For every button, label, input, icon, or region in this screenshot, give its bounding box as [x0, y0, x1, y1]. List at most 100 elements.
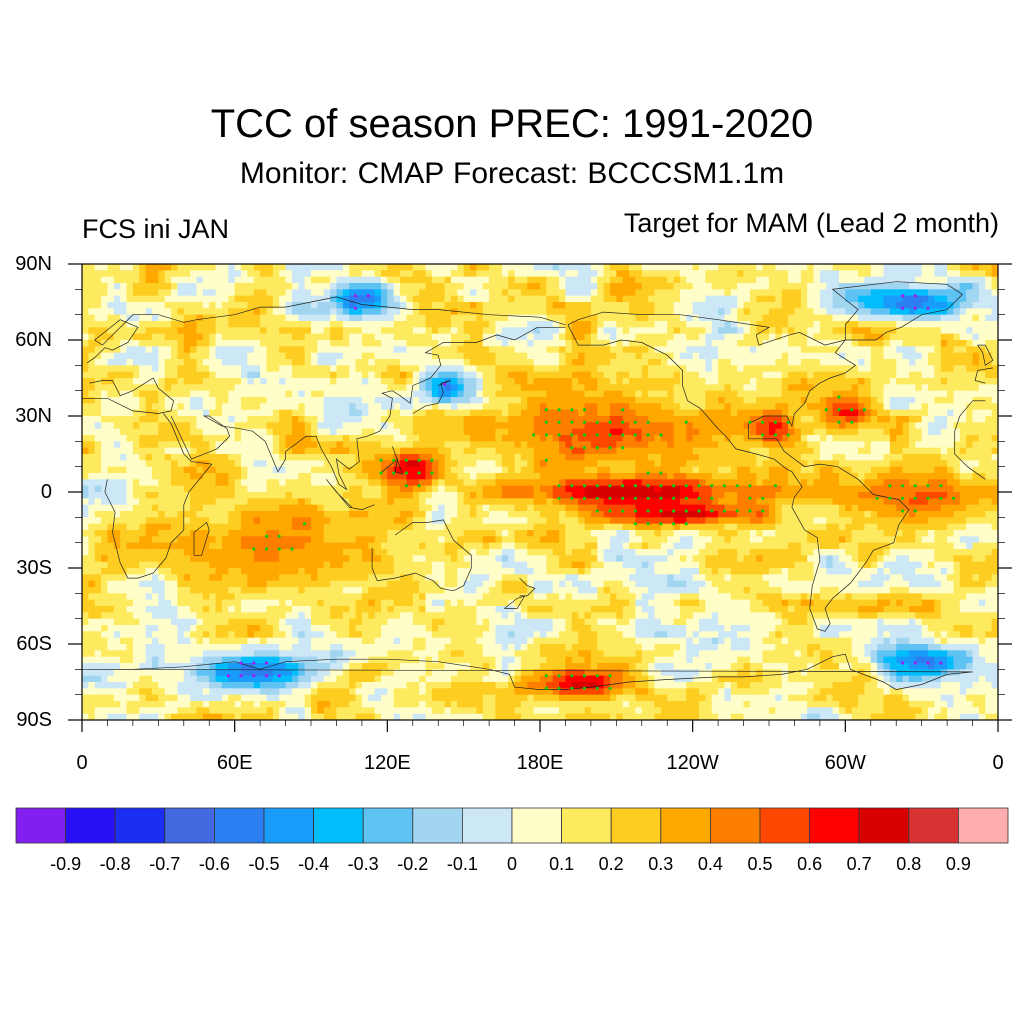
- field-cell: [412, 428, 420, 436]
- field-cell: [641, 295, 649, 303]
- field-cell: [400, 479, 407, 487]
- field-cell: [482, 479, 490, 487]
- field-cell: [489, 314, 496, 322]
- field-cell: [597, 409, 605, 417]
- field-cell: [393, 409, 401, 417]
- field-cell: [660, 441, 668, 449]
- field-cell: [571, 454, 579, 461]
- field-cell: [749, 473, 757, 480]
- field-cell: [565, 454, 573, 461]
- field-cell: [622, 378, 630, 385]
- field-cell: [622, 460, 630, 468]
- field-cell: [215, 314, 223, 322]
- field-cell: [221, 333, 229, 341]
- field-cell: [845, 371, 853, 379]
- field-cell: [241, 435, 248, 442]
- field-cell: [158, 264, 166, 271]
- field-cell: [234, 321, 242, 328]
- field-cell: [743, 428, 751, 436]
- field-cell: [126, 289, 134, 297]
- field-cell: [470, 390, 477, 398]
- field-cell: [438, 346, 445, 354]
- field-cell: [113, 384, 121, 392]
- field-cell: [482, 352, 490, 360]
- field-cell: [317, 435, 325, 442]
- field-cell: [101, 327, 108, 335]
- field-cell: [902, 295, 910, 303]
- field-cell: [934, 359, 942, 366]
- field-cell: [546, 327, 554, 335]
- field-cell: [660, 314, 668, 322]
- field-cell: [864, 340, 872, 347]
- field-cell: [501, 327, 509, 335]
- field-cell: [476, 327, 484, 335]
- field-cell: [972, 384, 980, 392]
- field-cell: [113, 441, 121, 449]
- field-cell: [355, 308, 363, 316]
- field-cell: [508, 289, 515, 297]
- field-cell: [819, 409, 827, 417]
- field-cell: [864, 276, 872, 284]
- field-cell: [419, 447, 426, 455]
- field-cell: [597, 333, 605, 341]
- field-cell: [400, 473, 407, 480]
- field-cell: [584, 295, 592, 303]
- field-cell: [171, 371, 178, 379]
- field-cell: [470, 308, 477, 316]
- field-cell: [622, 302, 630, 309]
- field-cell: [196, 321, 204, 328]
- field-cell: [425, 308, 433, 316]
- field-cell: [584, 479, 592, 487]
- field-cell: [902, 365, 910, 373]
- field-cell: [431, 295, 439, 303]
- field-cell: [520, 276, 528, 284]
- field-cell: [679, 346, 687, 354]
- field-cell: [826, 447, 834, 455]
- field-cell: [323, 270, 331, 278]
- field-cell: [597, 435, 605, 442]
- field-cell: [864, 302, 872, 309]
- field-cell: [928, 321, 935, 328]
- field-cell: [151, 441, 159, 449]
- field-cell: [953, 283, 961, 290]
- field-cell: [260, 302, 267, 309]
- field-cell: [641, 390, 649, 398]
- field-cell: [183, 327, 191, 335]
- field-cell: [209, 346, 216, 354]
- field-cell: [457, 473, 465, 480]
- field-cell: [253, 340, 261, 347]
- field-cell: [597, 466, 605, 474]
- field-cell: [679, 352, 687, 360]
- field-cell: [870, 264, 878, 271]
- field-cell: [807, 333, 814, 341]
- field-cell: [113, 479, 121, 487]
- field-cell: [590, 378, 598, 385]
- field-cell: [457, 264, 465, 271]
- field-cell: [635, 409, 643, 417]
- field-cell: [349, 295, 356, 303]
- field-cell: [368, 359, 376, 366]
- field-cell: [151, 346, 159, 354]
- field-cell: [527, 428, 535, 436]
- field-cell: [82, 270, 89, 278]
- field-cell: [889, 327, 897, 335]
- field-cell: [476, 270, 484, 278]
- field-cell: [311, 371, 318, 379]
- field-cell: [679, 428, 687, 436]
- field-cell: [88, 435, 96, 442]
- field-cell: [584, 403, 592, 411]
- field-cell: [501, 447, 509, 455]
- field-cell: [368, 378, 376, 385]
- field-cell: [800, 460, 808, 468]
- field-cell: [374, 352, 382, 360]
- field-cell: [756, 378, 764, 385]
- field-cell: [330, 308, 337, 316]
- field-cell: [807, 403, 814, 411]
- field-cell: [622, 346, 630, 354]
- field-cell: [896, 276, 903, 284]
- field-cell: [947, 447, 954, 455]
- field-cell: [800, 295, 808, 303]
- field-cell: [794, 359, 802, 366]
- field-cell: [978, 384, 986, 392]
- field-cell: [221, 447, 229, 455]
